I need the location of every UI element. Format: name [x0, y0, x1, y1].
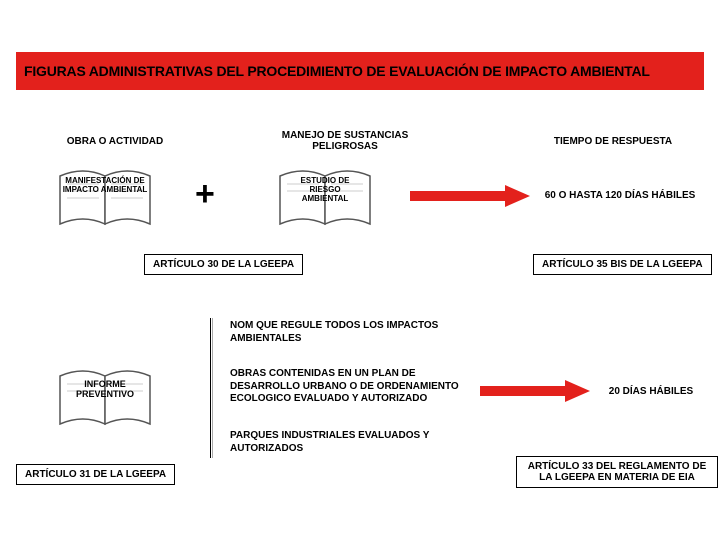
- caption-art33-text: ARTÍCULO 33 DEL REGLAMENTO DE LA LGEEPA …: [525, 461, 709, 483]
- row2-text1: NOM QUE REGULE TODOS LOS IMPACTOS AMBIEN…: [230, 320, 460, 345]
- book-icon: [55, 164, 155, 234]
- col1-header: OBRA O ACTIVIDAD: [60, 136, 170, 147]
- caption-art30: ARTÍCULO 30 DE LA LGEEPA: [144, 254, 303, 275]
- caption-art33: ARTÍCULO 33 DEL REGLAMENTO DE LA LGEEPA …: [516, 456, 718, 488]
- book2-label: ESTUDIO DE RIESGO AMBIENTAL: [290, 177, 360, 203]
- arrow-icon: [480, 380, 590, 402]
- caption-art35: ARTÍCULO 35 BIS DE LA LGEEPA: [533, 254, 712, 275]
- row2-text2: OBRAS CONTENIDAS EN UN PLAN DE DESARROLL…: [230, 368, 470, 406]
- divider-line: [210, 318, 211, 458]
- caption-art31: ARTÍCULO 31 DE LA LGEEPA: [16, 464, 175, 485]
- arrow-1: [410, 185, 530, 212]
- book3-label: INFORME PREVENTIVO: [75, 380, 135, 400]
- result1: 60 O HASTA 120 DÍAS HÁBILES: [540, 190, 700, 201]
- arrow-2: [480, 380, 590, 407]
- caption-art31-text: ARTÍCULO 31 DE LA LGEEPA: [25, 469, 166, 480]
- arrow-icon: [410, 185, 530, 207]
- caption-art35-text: ARTÍCULO 35 BIS DE LA LGEEPA: [542, 259, 703, 270]
- col3-header: TIEMPO DE RESPUESTA: [548, 136, 678, 147]
- col2-header: MANEJO DE SUSTANCIAS PELIGROSAS: [280, 130, 410, 152]
- result2: 20 DÍAS HÁBILES: [596, 386, 706, 397]
- row2-text3: PARQUES INDUSTRIALES EVALUADOS Y AUTORIZ…: [230, 430, 450, 455]
- caption-art30-text: ARTÍCULO 30 DE LA LGEEPA: [153, 259, 294, 270]
- book1-label: MANIFESTACIÓN DE IMPACTO AMBIENTAL: [62, 177, 148, 195]
- title-text: FIGURAS ADMINISTRATIVAS DEL PROCEDIMIENT…: [24, 63, 650, 79]
- title-banner: FIGURAS ADMINISTRATIVAS DEL PROCEDIMIENT…: [16, 52, 704, 90]
- plus-icon: +: [195, 175, 215, 214]
